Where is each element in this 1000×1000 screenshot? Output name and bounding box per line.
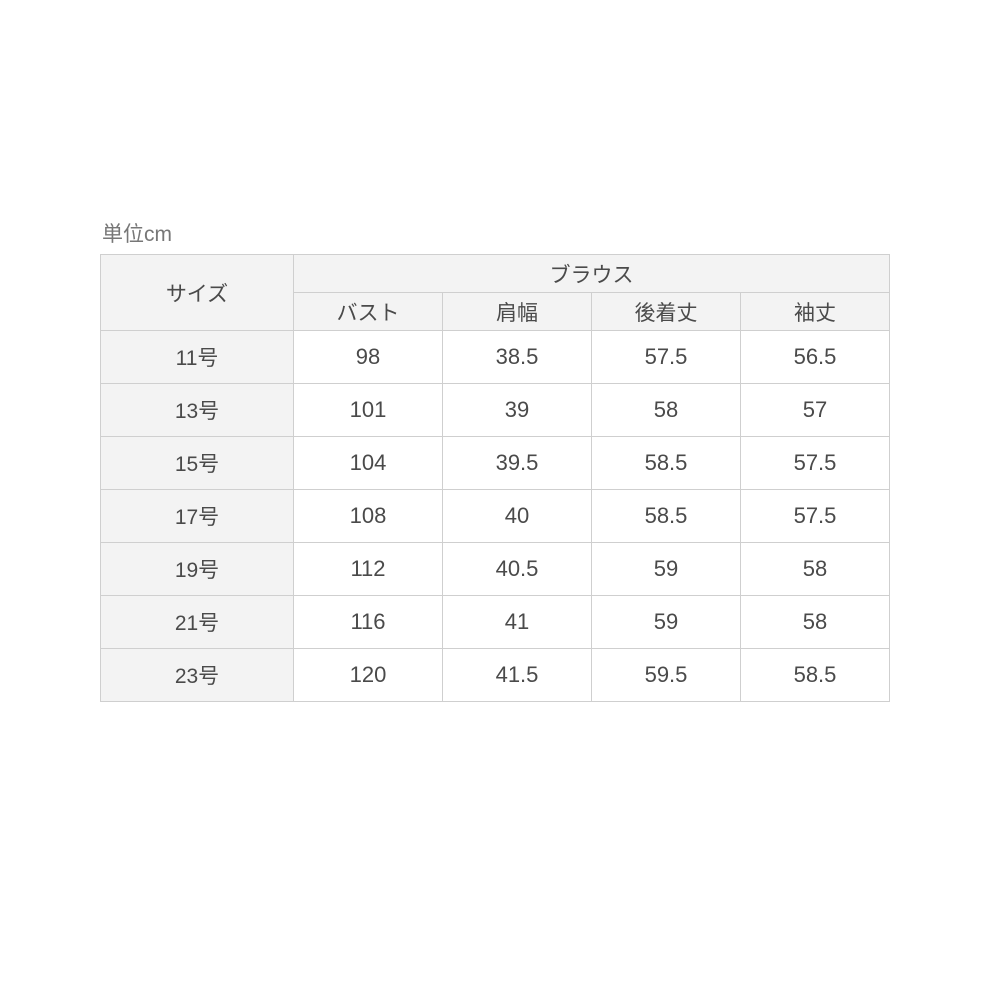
table-row: 23号12041.559.558.5 xyxy=(101,649,890,702)
size-cell: 15号 xyxy=(101,437,294,490)
table-row: 13号101395857 xyxy=(101,384,890,437)
measure-cell: 39 xyxy=(443,384,592,437)
measure-cell: 98 xyxy=(294,331,443,384)
measure-cell: 57.5 xyxy=(592,331,741,384)
header-col-1: 肩幅 xyxy=(443,293,592,331)
header-size: サイズ xyxy=(101,255,294,331)
size-cell: 21号 xyxy=(101,596,294,649)
size-cell: 11号 xyxy=(101,331,294,384)
measure-cell: 104 xyxy=(294,437,443,490)
header-col-3: 袖丈 xyxy=(741,293,890,331)
measure-cell: 41.5 xyxy=(443,649,592,702)
measure-cell: 40.5 xyxy=(443,543,592,596)
measure-cell: 58 xyxy=(741,543,890,596)
measure-cell: 57.5 xyxy=(741,490,890,543)
measure-cell: 58 xyxy=(741,596,890,649)
table-row: 17号1084058.557.5 xyxy=(101,490,890,543)
measure-cell: 59.5 xyxy=(592,649,741,702)
size-table-container: 単位cm サイズ ブラウス バスト 肩幅 後着丈 袖丈 11号9838.557.… xyxy=(100,218,890,702)
measure-cell: 58.5 xyxy=(741,649,890,702)
header-col-0: バスト xyxy=(294,293,443,331)
measure-cell: 58 xyxy=(592,384,741,437)
measure-cell: 57 xyxy=(741,384,890,437)
table-row: 21号116415958 xyxy=(101,596,890,649)
measure-cell: 120 xyxy=(294,649,443,702)
size-cell: 19号 xyxy=(101,543,294,596)
measure-cell: 41 xyxy=(443,596,592,649)
header-group: ブラウス xyxy=(294,255,890,293)
measure-cell: 56.5 xyxy=(741,331,890,384)
measure-cell: 101 xyxy=(294,384,443,437)
measure-cell: 58.5 xyxy=(592,490,741,543)
size-cell: 17号 xyxy=(101,490,294,543)
measure-cell: 59 xyxy=(592,543,741,596)
measure-cell: 58.5 xyxy=(592,437,741,490)
measure-cell: 112 xyxy=(294,543,443,596)
measure-cell: 116 xyxy=(294,596,443,649)
header-col-2: 後着丈 xyxy=(592,293,741,331)
table-row: 19号11240.55958 xyxy=(101,543,890,596)
size-cell: 23号 xyxy=(101,649,294,702)
table-row: 15号10439.558.557.5 xyxy=(101,437,890,490)
measure-cell: 38.5 xyxy=(443,331,592,384)
unit-caption: 単位cm xyxy=(102,218,890,248)
measure-cell: 39.5 xyxy=(443,437,592,490)
measure-cell: 40 xyxy=(443,490,592,543)
measure-cell: 57.5 xyxy=(741,437,890,490)
size-cell: 13号 xyxy=(101,384,294,437)
measure-cell: 59 xyxy=(592,596,741,649)
table-row: 11号9838.557.556.5 xyxy=(101,331,890,384)
measure-cell: 108 xyxy=(294,490,443,543)
size-table: サイズ ブラウス バスト 肩幅 後着丈 袖丈 11号9838.557.556.5… xyxy=(100,254,890,702)
